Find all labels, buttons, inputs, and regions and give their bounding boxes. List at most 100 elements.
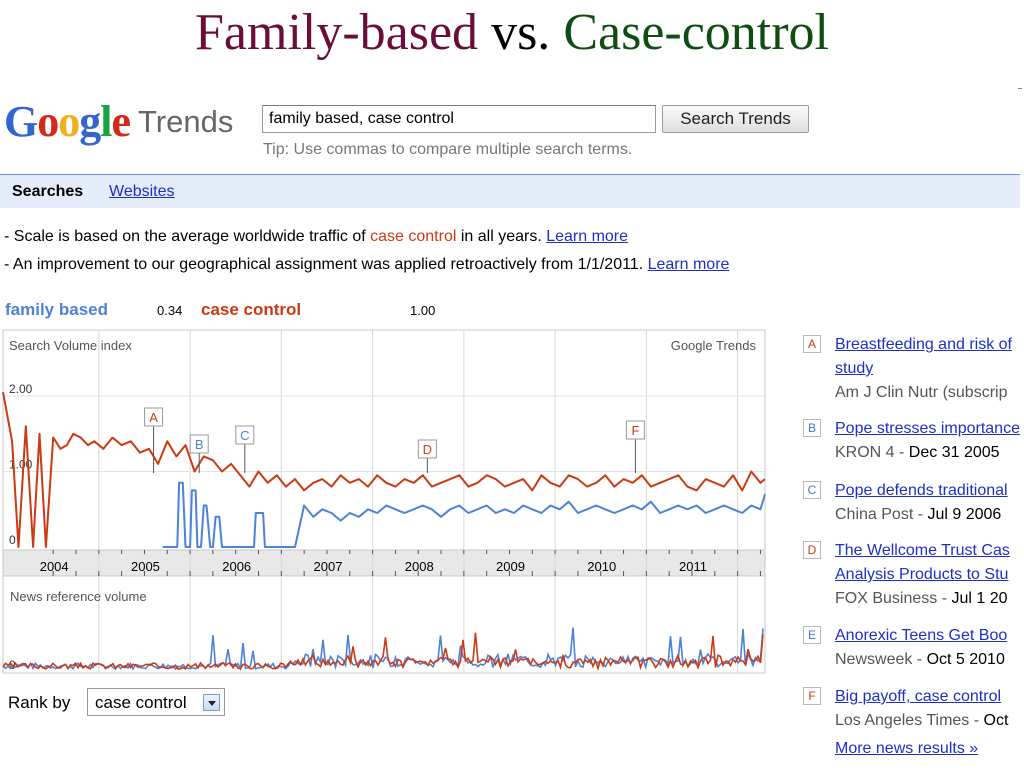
- news-title-e[interactable]: Anorexic Teens Get Boo: [835, 627, 1008, 644]
- news-badge-f: F: [803, 687, 821, 705]
- google-trends-watermark: Google Trends: [671, 338, 757, 353]
- news-line-case-control: [2, 632, 764, 672]
- geo-note-text: - An improvement to our geographical ass…: [4, 256, 648, 273]
- slide-title-case-control: Case-control: [563, 4, 829, 61]
- legend-family-based[interactable]: family based: [5, 300, 108, 319]
- news-title-b[interactable]: Pope stresses importance: [835, 420, 1020, 437]
- news-item: A Breastfeeding and risk of study Am J C…: [800, 333, 1024, 405]
- news-title-d-line2[interactable]: Analysis Products to Stu: [835, 566, 1009, 583]
- tab-websites[interactable]: Websites: [109, 183, 175, 200]
- news-source-f: Los Angeles Times - Oct: [835, 709, 1024, 733]
- legend-case-control[interactable]: case control: [201, 300, 302, 319]
- annotation-f: F: [625, 420, 645, 473]
- y-tick-label: 2.00: [9, 382, 33, 396]
- annotation-b: B: [189, 434, 209, 473]
- google-logo-text: Google: [4, 97, 131, 146]
- rank-by-label: Rank by: [8, 693, 71, 712]
- slide-title-family-based: Family-based: [195, 4, 479, 61]
- news-item: B Pope stresses importance KRON 4 - Dec …: [800, 417, 1024, 465]
- tab-searches[interactable]: Searches: [12, 183, 84, 200]
- x-tick-label: 2004: [40, 559, 69, 574]
- geo-note: - An improvement to our geographical ass…: [4, 256, 729, 274]
- scale-note: - Scale is based on the average worldwid…: [4, 228, 628, 246]
- search-tip: Tip: Use commas to compare multiple sear…: [263, 141, 633, 158]
- scale-note-post: in all years.: [456, 228, 547, 245]
- news-volume-label: News reference volume: [10, 589, 147, 604]
- trends-chart: Search Volume index Google Trends News ref…: [2, 329, 766, 674]
- x-tick-label: 2010: [587, 559, 616, 574]
- news-badge-d: D: [803, 541, 821, 559]
- news-source-d-name: FOX Business -: [835, 590, 952, 607]
- annotation-letter: A: [149, 410, 158, 425]
- news-title-c[interactable]: Pope defends traditional: [835, 482, 1008, 499]
- news-date-f: Oct: [983, 712, 1009, 729]
- annotation-box: [625, 420, 645, 440]
- slide-title: Family-based vs. Case-control: [0, 0, 1024, 72]
- scale-note-term: case control: [370, 228, 457, 245]
- chevron-down-icon[interactable]: [203, 694, 220, 711]
- search-trends-button[interactable]: Search Trends: [662, 105, 809, 133]
- y-tick-label: 1.00: [9, 458, 33, 472]
- news-item: C Pope defends traditional China Post - …: [800, 479, 1024, 527]
- y-tick-label: 0: [9, 533, 16, 547]
- news-item: D The Wellcome Trust Cas Analysis Produc…: [800, 539, 1024, 611]
- search-input[interactable]: [262, 105, 656, 133]
- x-tick-label: 2007: [314, 559, 343, 574]
- slide-title-vs: vs.: [491, 4, 551, 61]
- scale-note-pre: - Scale is based on the average worldwid…: [4, 228, 371, 245]
- x-tick-label: 2011: [679, 559, 707, 574]
- news-source-d: FOX Business - Jul 1 20: [835, 587, 1024, 611]
- annotation-letter: C: [240, 428, 249, 443]
- news-badge-b: B: [803, 419, 821, 437]
- news-title-f[interactable]: Big payoff, case control: [835, 688, 1002, 705]
- news-source-b-name: KRON 4 -: [835, 444, 909, 461]
- learn-more-link-1[interactable]: Learn more: [546, 228, 629, 245]
- legend-family-based-value: 0.34: [157, 303, 183, 318]
- annotation-box: [144, 407, 164, 427]
- news-date-e: Oct 5 2010: [926, 651, 1005, 668]
- news-item: E Anorexic Teens Get Boo Newsweek - Oct …: [800, 624, 1024, 672]
- news-badge-c: C: [803, 481, 821, 499]
- news-title-d[interactable]: The Wellcome Trust Cas: [835, 542, 1010, 559]
- news-date-d: Jul 1 20: [951, 590, 1008, 607]
- annotation-box: [189, 434, 209, 454]
- search-volume-panel: [2, 329, 766, 551]
- more-news-link[interactable]: More news results »: [835, 740, 979, 757]
- google-trends-logo[interactable]: Google Trends: [4, 96, 233, 150]
- news-title-a[interactable]: Breastfeeding and risk of: [835, 336, 1012, 353]
- year-axis-band: [2, 549, 766, 577]
- annotation-letter: D: [423, 442, 432, 457]
- annotation-box: [235, 425, 255, 445]
- annotation-box: [417, 439, 437, 459]
- series-line-case-control: [2, 392, 766, 548]
- x-tick-label: 2005: [131, 559, 160, 574]
- news-source-f-name: Los Angeles Times -: [835, 712, 984, 729]
- annotation-a: A: [144, 407, 164, 473]
- news-source-c-name: China Post -: [835, 506, 928, 523]
- rank-by-select[interactable]: case control: [87, 688, 225, 716]
- news-badge-e: E: [803, 626, 821, 644]
- news-source-a: Am J Clin Nutr (subscrip: [835, 384, 1008, 401]
- news-source-b: KRON 4 - Dec 31 2005: [835, 441, 1024, 465]
- news-date-b: Dec 31 2005: [908, 444, 1000, 461]
- news-date-c: Jul 9 2006: [927, 506, 1002, 523]
- x-tick-label: 2006: [222, 559, 251, 574]
- trends-logo-text: Trends: [138, 104, 234, 139]
- annotation-c: C: [235, 425, 255, 473]
- series-line-family-based: [162, 481, 766, 548]
- annotation-d: D: [417, 439, 437, 473]
- annotation-letter: F: [631, 423, 639, 438]
- news-source-e: Newsweek - Oct 5 2010: [835, 648, 1024, 672]
- edge-tick-mark: [1018, 88, 1022, 89]
- annotation-letter: B: [195, 437, 204, 452]
- legend-case-control-value: 1.00: [410, 303, 436, 318]
- x-tick-label: 2008: [405, 559, 434, 574]
- rank-by-value: case control: [95, 693, 187, 712]
- search-volume-label: Search Volume index: [9, 338, 132, 353]
- news-source-e-name: Newsweek -: [835, 651, 927, 668]
- news-title-a-line2[interactable]: study: [835, 360, 874, 377]
- x-tick-label: 2009: [496, 559, 525, 574]
- tab-bar: Searches Websites: [0, 174, 1020, 208]
- news-badge-a: A: [803, 335, 821, 353]
- learn-more-link-2[interactable]: Learn more: [647, 256, 730, 273]
